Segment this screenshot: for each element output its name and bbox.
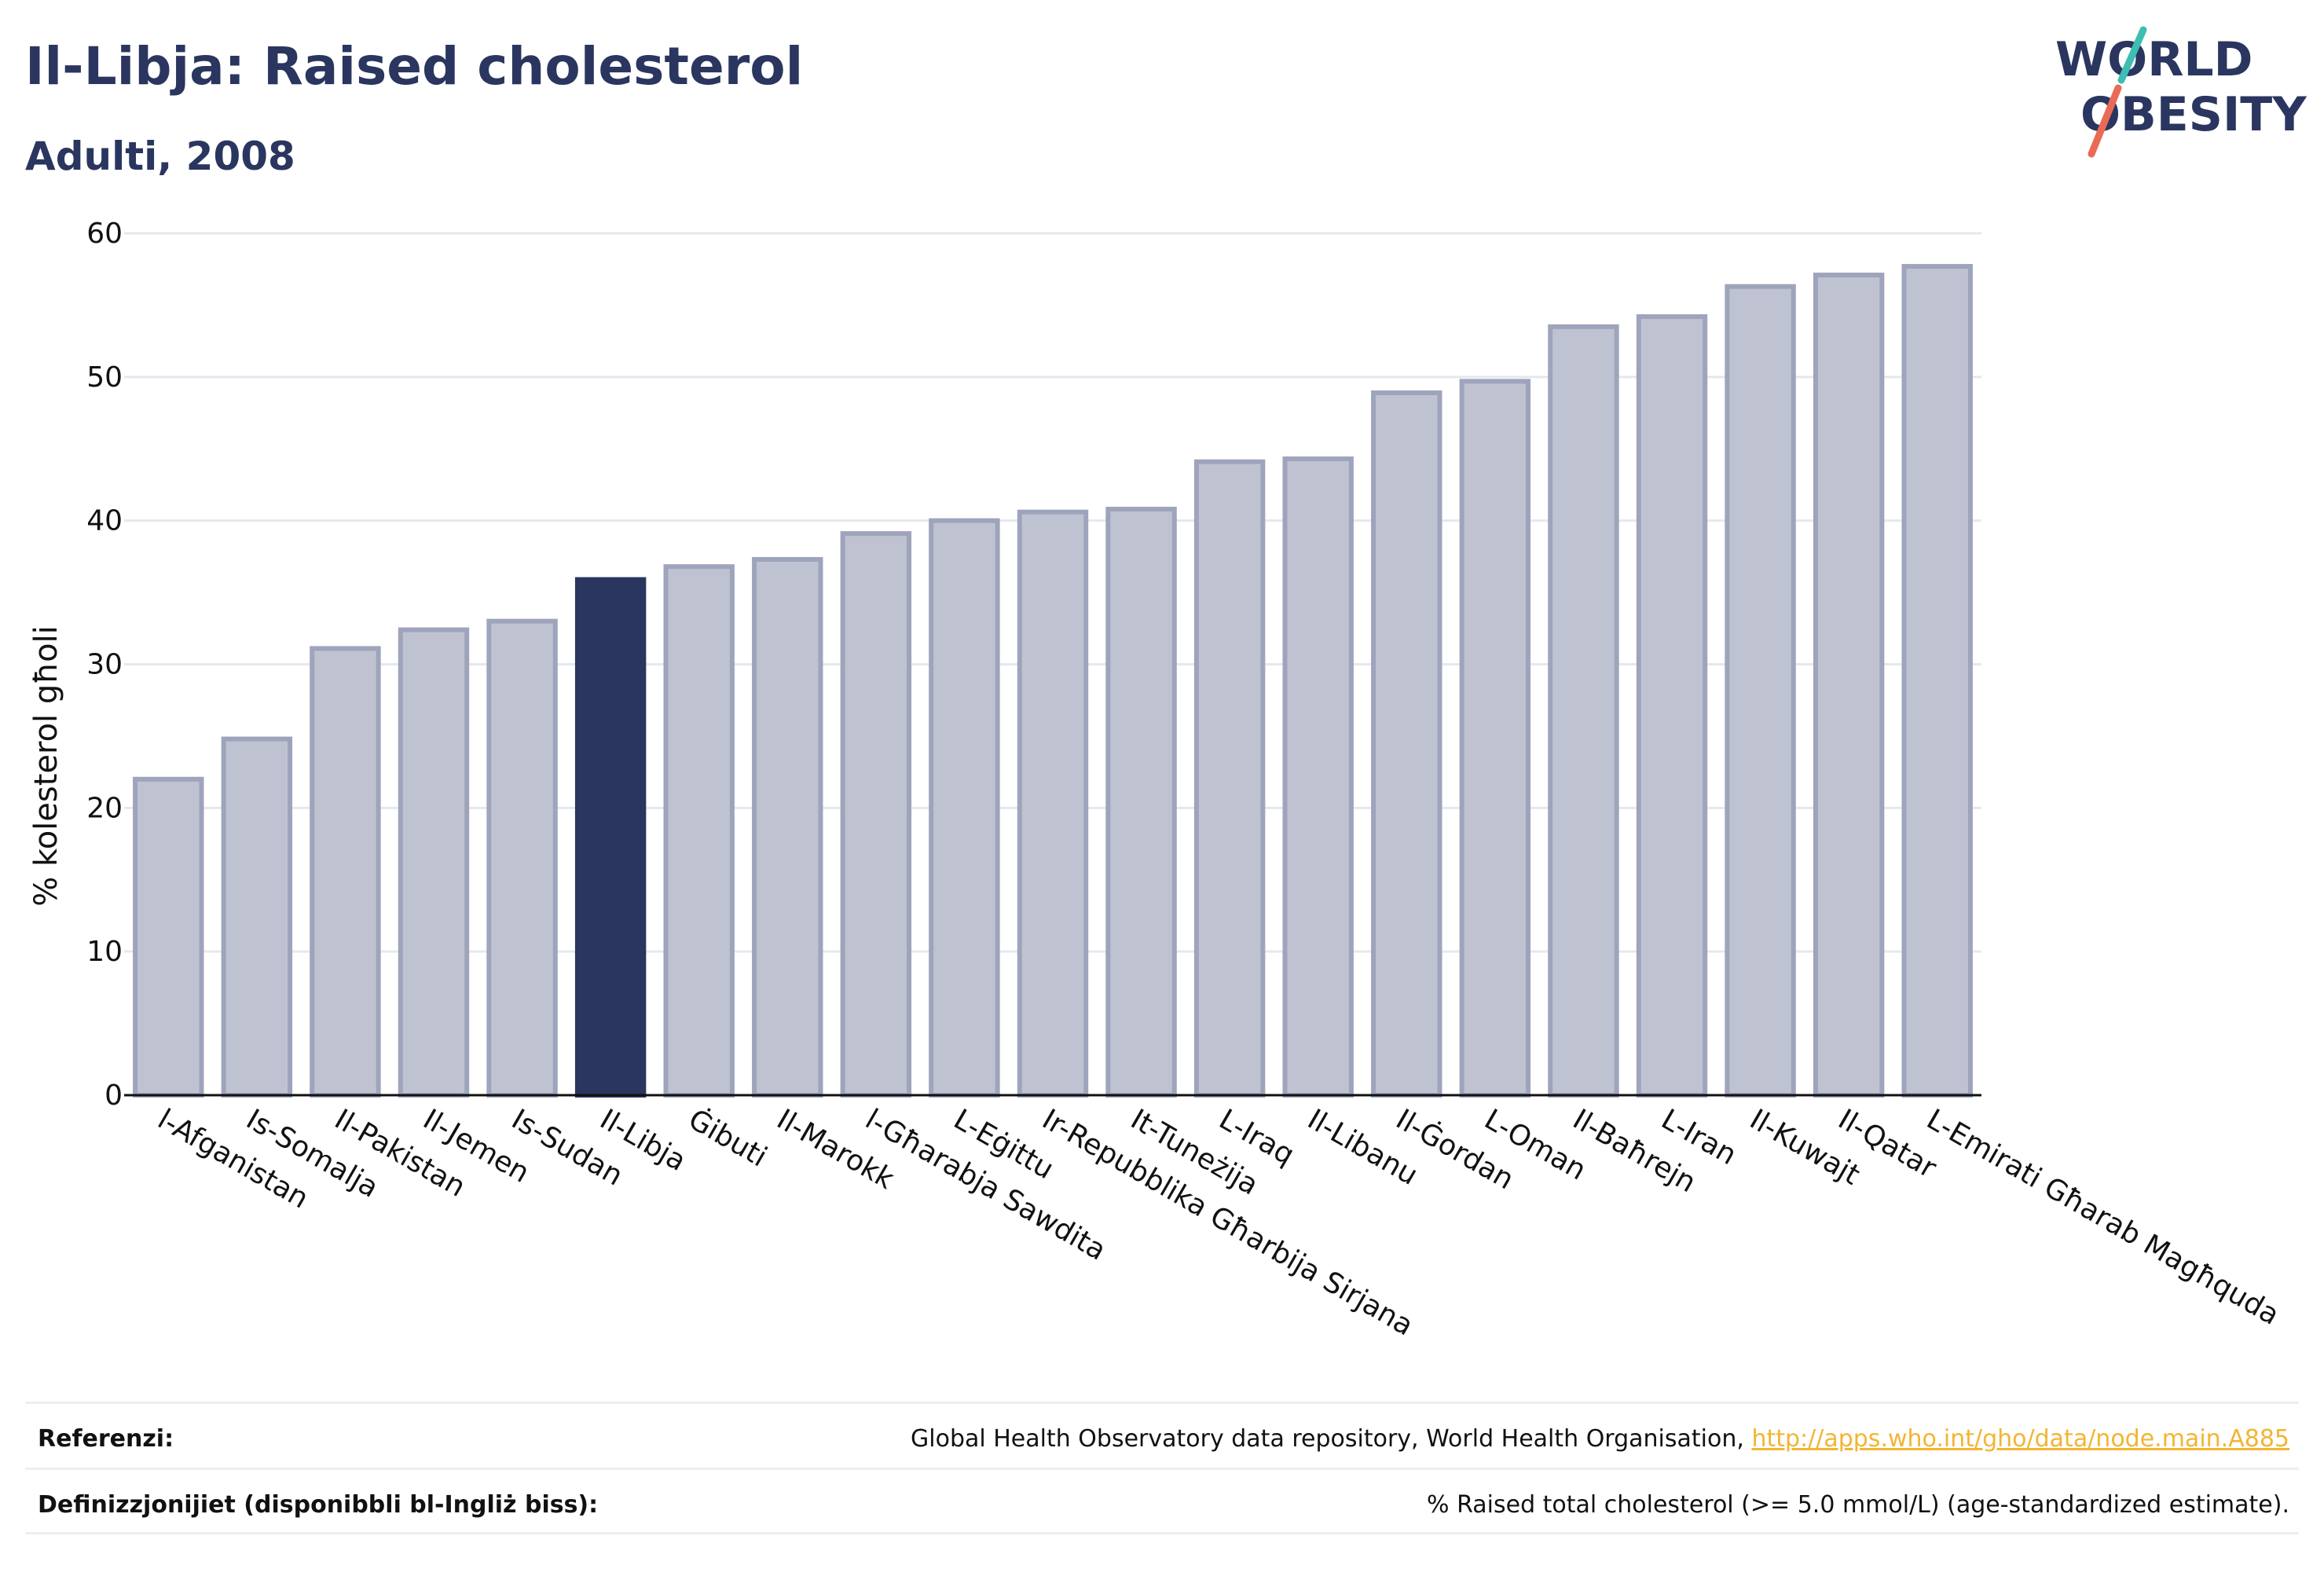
y-tick-label: 0 [104,1079,123,1112]
bar [929,518,1000,1098]
world-obesity-logo: WORLD OBESITY [2055,26,2308,158]
x-tick-label: L-Emirati Għarab Magħquda [1921,1103,2284,1332]
bar [1636,314,1708,1098]
y-tick-label: 60 [86,218,123,250]
bars [133,264,1973,1098]
definitions-text: % Raised total cholesterol (>= 5.0 mmol/… [1427,1491,2289,1519]
bar-highlighted [574,577,647,1098]
y-tick-label: 30 [86,649,123,681]
bar [133,776,204,1098]
bar [1813,273,1885,1098]
y-axis-label: % kolesterol għoli [28,625,64,907]
definitions-label: Definizzjonijiet (disponibbli bl-Ingliż … [38,1491,599,1519]
bar [840,531,912,1098]
bar [1901,264,1973,1098]
bar [663,564,735,1098]
chart-title: Il-Libja: Raised cholesterol [25,36,804,97]
logo-slash-top [2117,26,2147,84]
bar [1548,324,1619,1098]
bar [1193,459,1266,1098]
y-tick-label: 50 [86,361,123,394]
bar [752,557,823,1098]
bar [310,646,381,1098]
footer-divider-bottom [25,1532,2299,1534]
bar [1725,284,1796,1098]
bar [1017,509,1089,1098]
references-value: Global Health Observatory data repositor… [911,1425,2289,1453]
bar [1282,456,1354,1098]
references-text: Global Health Observatory data repositor… [911,1425,1752,1453]
bar [486,618,558,1098]
footer-divider-middle [25,1468,2299,1470]
y-tick-label: 20 [86,792,123,824]
bar [221,736,293,1098]
logo-line1: WORLD [2055,32,2253,87]
chart-subtitle: Adulti, 2008 [25,134,295,179]
references-link[interactable]: http://apps.who.int/gho/data/node.main.A… [1751,1425,2289,1453]
y-tick-label: 40 [86,505,123,537]
bar [1459,379,1531,1098]
footer-divider-top [25,1402,2299,1404]
bar [1105,507,1177,1098]
x-tick-label: Ġibuti [683,1102,772,1173]
bar [398,627,470,1098]
references-label: Referenzi: [38,1425,174,1453]
bar [1371,390,1442,1098]
y-tick-label: 10 [86,936,123,968]
logo-slash-bottom [2088,84,2122,158]
